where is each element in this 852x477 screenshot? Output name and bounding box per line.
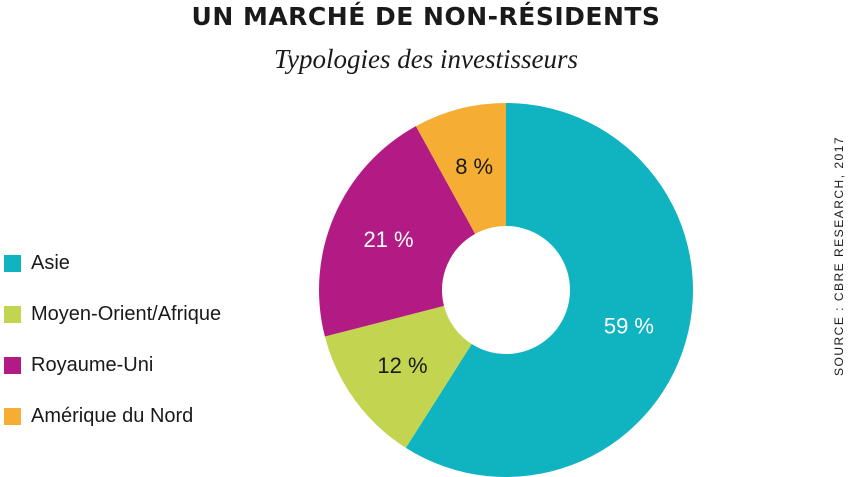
legend-item-moyen-orient-afrique: Moyen-Orient/Afrique <box>4 301 221 327</box>
legend-item-amerique-du-nord: Amérique du Nord <box>4 403 221 429</box>
legend-label: Amérique du Nord <box>31 404 194 427</box>
legend-label: Asie <box>31 251 70 274</box>
legend-swatch <box>4 356 21 374</box>
slice-value-label: 59 % <box>604 314 654 339</box>
legend-label: Royaume-Uni <box>31 353 154 376</box>
legend: Asie Moyen-Orient/Afrique Royaume-Uni Am… <box>4 250 221 454</box>
chart-title: UN MARCHÉ DE NON-RÉSIDENTS <box>191 2 661 31</box>
slice-value-label: 8 % <box>455 154 493 179</box>
slice-value-label: 12 % <box>377 353 427 378</box>
donut-slice-royaume-uni <box>319 126 476 337</box>
legend-item-asie: Asie <box>4 250 221 276</box>
donut-slice-asie <box>405 103 693 477</box>
source-note: SOURCE : CBRE RESEARCH, 2017 <box>832 135 846 376</box>
legend-label: Moyen-Orient/Afrique <box>31 302 222 325</box>
legend-item-royaume-uni: Royaume-Uni <box>4 352 221 378</box>
donut-slice-am-rique-du-nord <box>415 103 506 234</box>
donut-slice-moyen-orient-afrique <box>324 305 472 448</box>
chart-subtitle: Typologies des investisseurs <box>274 44 578 74</box>
slice-value-label: 21 % <box>363 227 413 252</box>
legend-swatch <box>4 407 21 425</box>
legend-swatch <box>4 254 21 272</box>
legend-swatch <box>4 305 21 323</box>
